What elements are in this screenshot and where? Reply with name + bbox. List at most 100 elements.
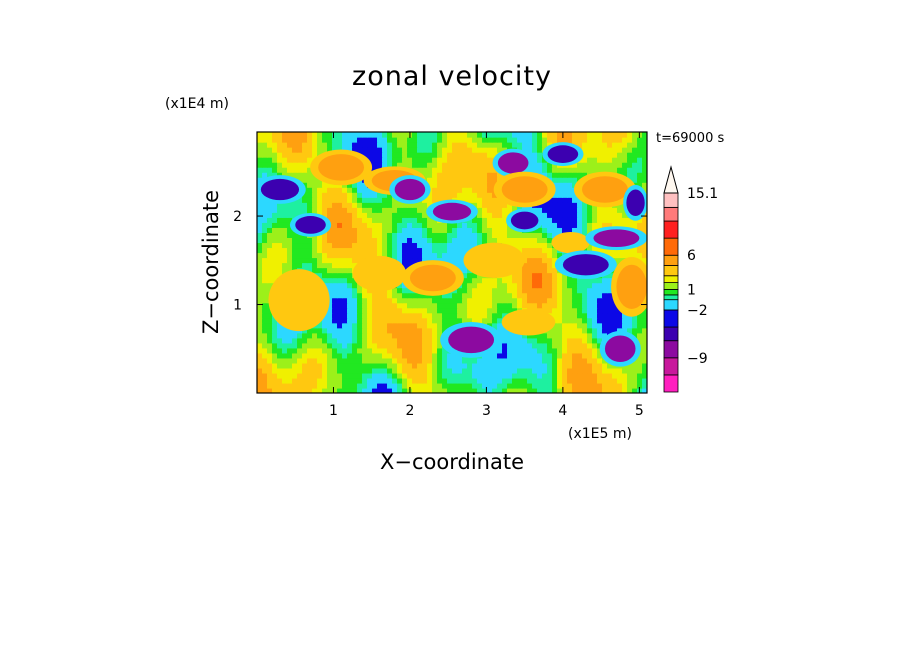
field-cell: [452, 147, 458, 153]
field-cell: [602, 247, 608, 254]
field-cell: [602, 367, 608, 374]
field-cell: [562, 292, 568, 299]
field-cell: [332, 377, 338, 384]
field-cell: [337, 267, 343, 274]
field-cell: [352, 202, 358, 208]
field-cell: [547, 297, 553, 304]
colorbar-segment: [663, 326, 679, 342]
field-cell: [272, 362, 278, 369]
field-cell: [607, 222, 613, 228]
field-cell: [332, 317, 338, 324]
field-cell: [637, 157, 643, 163]
field-cell: [577, 382, 583, 389]
field-cell: [452, 382, 458, 389]
field-cell: [257, 347, 263, 354]
field-cell: [457, 192, 463, 198]
field-cell: [327, 282, 333, 289]
field-cell: [447, 317, 453, 324]
field-cell: [567, 217, 573, 223]
field-cell: [582, 132, 588, 138]
field-feature: [501, 308, 556, 336]
field-cell: [482, 297, 488, 304]
field-cell: [262, 157, 268, 163]
field-cell: [417, 352, 423, 359]
field-cell: [427, 387, 433, 393]
field-cell: [327, 247, 333, 254]
field-cell: [597, 282, 603, 289]
field-cell: [357, 322, 363, 329]
field-cell: [422, 242, 428, 249]
field-cell: [632, 147, 638, 153]
field-cell: [267, 282, 273, 289]
field-cell: [427, 172, 433, 178]
field-cell: [577, 312, 583, 319]
field-cell: [347, 337, 353, 344]
field-cell: [472, 197, 478, 203]
field-cell: [322, 242, 328, 249]
field-cell: [402, 332, 408, 339]
field-cell: [262, 377, 268, 384]
field-cell: [532, 337, 538, 344]
field-cell: [542, 307, 548, 314]
field-cell: [307, 327, 313, 334]
field-cell: [402, 387, 408, 393]
field-cell: [527, 332, 533, 339]
field-cell: [527, 147, 533, 153]
field-cell: [527, 272, 533, 279]
field-cell: [327, 337, 333, 344]
field-cell: [257, 227, 263, 233]
field-cell: [462, 242, 468, 249]
field-cell: [412, 377, 418, 384]
field-cell: [272, 147, 278, 153]
field-cell: [267, 367, 273, 374]
field-cell: [532, 277, 538, 284]
field-cell: [602, 322, 608, 329]
field-cell: [472, 307, 478, 314]
field-cell: [522, 252, 528, 259]
field-cell: [322, 197, 328, 203]
field-cell: [262, 132, 268, 138]
field-cell: [442, 147, 448, 153]
field-cell: [592, 337, 598, 344]
field-cell: [402, 162, 408, 168]
field-cell: [527, 132, 533, 138]
field-cell: [592, 287, 598, 294]
field-cell: [327, 182, 333, 188]
field-cell: [287, 207, 293, 213]
field-cell: [537, 377, 543, 384]
field-cell: [637, 247, 643, 254]
field-cell: [572, 217, 578, 223]
field-cell: [587, 372, 593, 379]
field-cell: [582, 292, 588, 299]
field-cell: [312, 192, 318, 198]
field-cell: [437, 182, 443, 188]
field-cell: [477, 157, 483, 163]
field-cell: [572, 382, 578, 389]
field-cell: [382, 207, 388, 213]
field-cell: [537, 332, 543, 339]
field-cell: [472, 317, 478, 324]
field-cell: [402, 312, 408, 319]
field-cell: [417, 347, 423, 354]
field-cell: [317, 242, 323, 249]
field-cell: [257, 232, 263, 238]
field-cell: [527, 302, 533, 309]
field-cell: [267, 267, 273, 274]
field-cell: [412, 212, 418, 218]
field-cell: [567, 382, 573, 389]
field-cell: [382, 332, 388, 339]
field-cell: [622, 137, 628, 143]
field-cell: [297, 252, 303, 259]
field-cell: [307, 192, 313, 198]
field-cell: [327, 137, 333, 143]
field-feature: [551, 231, 590, 254]
field-cell: [412, 252, 418, 259]
field-cell: [257, 262, 263, 269]
field-cell: [542, 367, 548, 374]
field-cell: [317, 237, 323, 244]
field-cell: [587, 132, 593, 138]
field-cell: [542, 342, 548, 349]
field-cell: [412, 157, 418, 163]
field-cell: [377, 387, 383, 393]
